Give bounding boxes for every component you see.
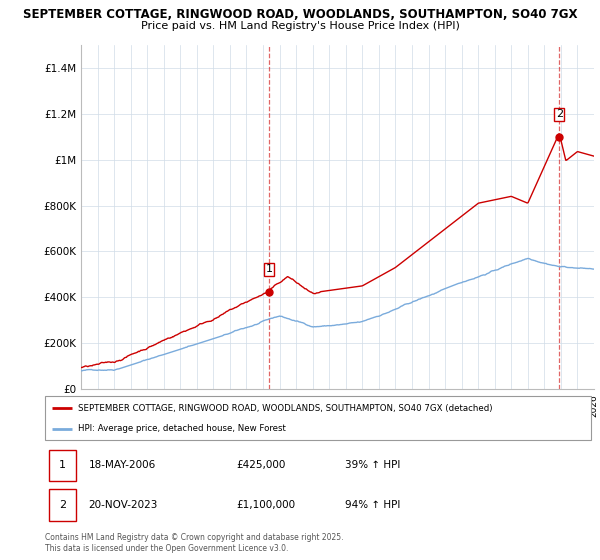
Text: 2: 2 [59,500,66,510]
Text: £1,100,000: £1,100,000 [236,500,295,510]
Text: SEPTEMBER COTTAGE, RINGWOOD ROAD, WOODLANDS, SOUTHAMPTON, SO40 7GX: SEPTEMBER COTTAGE, RINGWOOD ROAD, WOODLA… [23,8,577,21]
Text: 39% ↑ HPI: 39% ↑ HPI [346,460,401,470]
Text: 1: 1 [266,264,273,274]
Text: Contains HM Land Registry data © Crown copyright and database right 2025.
This d: Contains HM Land Registry data © Crown c… [45,533,343,553]
Text: 94% ↑ HPI: 94% ↑ HPI [346,500,401,510]
Text: HPI: Average price, detached house, New Forest: HPI: Average price, detached house, New … [78,424,286,433]
Bar [49,489,76,521]
Text: £425,000: £425,000 [236,460,286,470]
Text: SEPTEMBER COTTAGE, RINGWOOD ROAD, WOODLANDS, SOUTHAMPTON, SO40 7GX (detached): SEPTEMBER COTTAGE, RINGWOOD ROAD, WOODLA… [78,404,492,413]
Text: 1: 1 [59,460,66,470]
Text: 2: 2 [556,109,563,119]
Text: 18-MAY-2006: 18-MAY-2006 [89,460,156,470]
Bar [49,450,76,481]
Text: Price paid vs. HM Land Registry's House Price Index (HPI): Price paid vs. HM Land Registry's House … [140,21,460,31]
Text: 20-NOV-2023: 20-NOV-2023 [89,500,158,510]
